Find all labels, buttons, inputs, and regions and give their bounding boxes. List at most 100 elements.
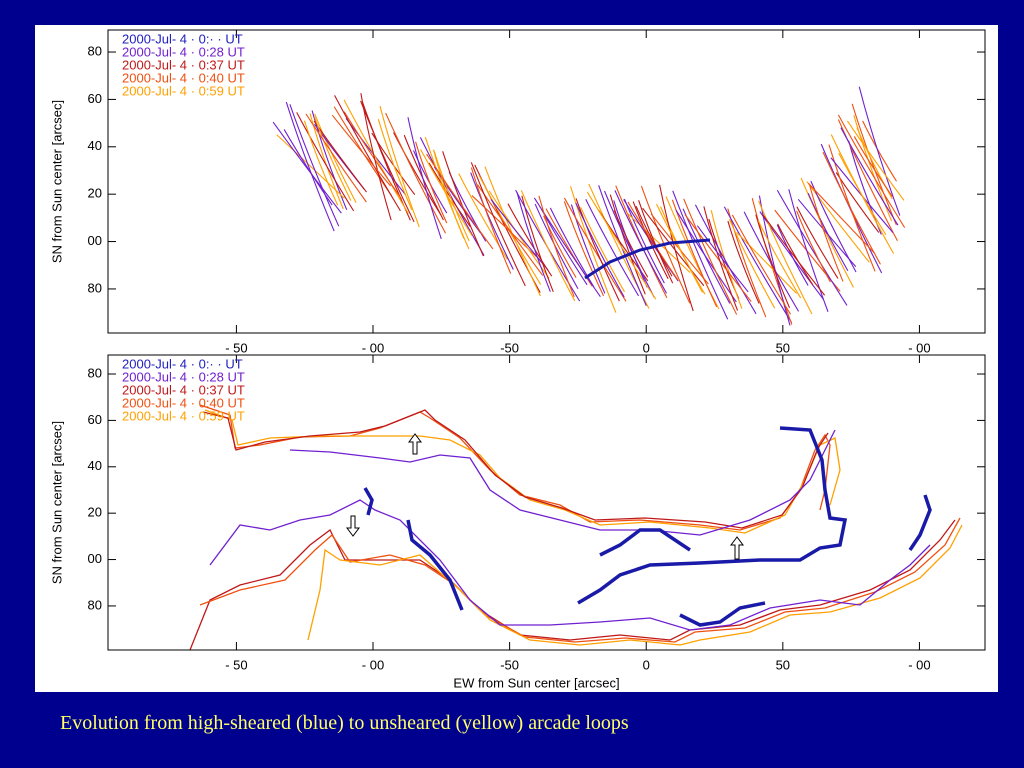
strand	[840, 127, 899, 226]
strand	[853, 136, 893, 197]
strand	[837, 114, 906, 228]
strand	[575, 202, 625, 298]
legend-entry: 2000-Jul- 4 · 0:· · UT	[122, 31, 243, 46]
strand	[309, 113, 344, 210]
strand	[360, 100, 415, 223]
strand	[586, 191, 657, 300]
strand	[333, 106, 392, 196]
x-tick-label: 0	[643, 340, 650, 355]
axes-frame	[107, 29, 986, 334]
strand	[584, 238, 711, 280]
x-tick-label: 50	[776, 657, 790, 672]
strand	[575, 198, 620, 302]
strand	[516, 191, 551, 292]
loop	[599, 528, 691, 557]
strand	[759, 211, 824, 300]
strand	[660, 206, 703, 293]
strand	[507, 203, 553, 277]
y-tick-label: 80	[88, 280, 102, 295]
strand	[642, 207, 705, 287]
loop	[406, 519, 464, 611]
strand	[403, 134, 444, 221]
strand	[776, 224, 809, 286]
strand	[635, 205, 673, 277]
strand	[846, 120, 905, 201]
sheared-loops	[363, 426, 932, 627]
loop	[289, 429, 836, 536]
down-arrow	[346, 515, 360, 537]
strand	[656, 203, 706, 295]
strand	[683, 198, 738, 315]
strand	[703, 206, 739, 311]
y-tick-label: 00	[88, 233, 102, 248]
strand	[828, 144, 876, 272]
y-tick-label: 20	[88, 186, 102, 201]
strand	[314, 117, 352, 201]
strand	[694, 204, 757, 315]
strand	[442, 151, 484, 257]
loop	[307, 524, 963, 646]
strand	[296, 112, 355, 212]
strand	[632, 201, 669, 280]
strand	[585, 199, 639, 297]
strand	[762, 214, 826, 296]
loop-tracings	[189, 404, 963, 651]
strand	[484, 166, 541, 297]
y-tick-label: 60	[88, 91, 102, 106]
up-arrow	[408, 433, 422, 455]
strand	[638, 200, 674, 284]
strand	[458, 173, 508, 260]
loop	[202, 409, 829, 529]
strand	[684, 214, 752, 302]
strand	[807, 192, 849, 272]
strand	[851, 103, 897, 226]
strand	[305, 113, 367, 203]
strand	[570, 204, 606, 294]
strand	[490, 199, 549, 271]
strand	[343, 111, 403, 200]
strand	[640, 185, 691, 304]
strand	[272, 121, 342, 214]
y-tick-label: 80	[88, 365, 102, 380]
strand	[331, 114, 392, 187]
strand	[412, 150, 448, 214]
strand	[603, 190, 655, 298]
strand	[415, 141, 448, 224]
strand	[614, 190, 668, 294]
x-tick-label: - 00	[362, 657, 384, 672]
strand	[289, 104, 340, 227]
strand	[613, 210, 649, 278]
strand	[696, 225, 749, 293]
legend-entry: 2000-Jul- 4 · 0:59 UT	[122, 408, 245, 423]
strand	[580, 206, 625, 293]
strand	[520, 190, 576, 302]
strand	[377, 119, 413, 211]
strand	[385, 112, 447, 234]
loop	[679, 601, 766, 627]
legend-entry: 2000-Jul- 4 · 0:28 UT	[122, 369, 245, 384]
y-axis-label: SN from Sun center [arcsec]	[49, 421, 64, 584]
strand	[727, 220, 760, 304]
strand	[796, 210, 831, 283]
axes-frame	[107, 354, 986, 651]
strand	[672, 190, 729, 320]
strand	[371, 132, 416, 196]
legend-entry: 2000-Jul- 4 · 0:· · UT	[122, 356, 243, 371]
strand	[393, 132, 442, 216]
legend-entry: 2000-Jul- 4 · 0:40 UT	[122, 70, 245, 85]
strand	[549, 207, 595, 288]
x-tick-label: -50	[500, 657, 519, 672]
strand	[285, 101, 335, 232]
strand	[407, 117, 442, 240]
strand	[777, 223, 814, 286]
strand	[471, 195, 542, 262]
loop	[577, 426, 848, 605]
x-tick-label: - 00	[908, 340, 930, 355]
strand	[838, 152, 887, 236]
strand	[858, 86, 901, 216]
strand	[563, 201, 605, 297]
strand	[808, 182, 876, 254]
strand	[659, 184, 694, 312]
strand	[598, 185, 647, 306]
legend-entry: 2000-Jul- 4 · 0:37 UT	[122, 382, 245, 397]
